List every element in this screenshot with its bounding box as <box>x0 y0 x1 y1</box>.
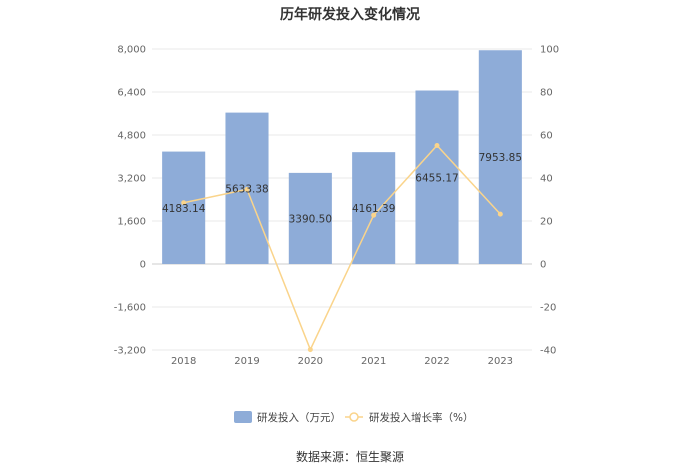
growth-rate-point-2018 <box>181 200 187 206</box>
legend-bar-swatch <box>234 411 252 423</box>
bar-value-label: 4161.39 <box>352 203 395 215</box>
right-tick-label: 20 <box>540 217 553 228</box>
legend-bar-label: 研发投入（万元） <box>257 411 341 424</box>
data-source: 数据来源：恒生聚源 <box>295 450 404 464</box>
chart-title: 历年研发投入变化情况 <box>280 7 420 23</box>
bar-2018 <box>162 151 206 264</box>
x-tick-label: 2019 <box>234 356 259 367</box>
bar-2022 <box>415 90 459 264</box>
growth-rate-line <box>183 144 501 352</box>
growth-rate-point-2021 <box>371 212 377 218</box>
x-tick-label: 2021 <box>361 356 386 367</box>
growth-rate-point-2023 <box>497 211 503 217</box>
right-tick-label: 40 <box>540 174 553 185</box>
legend-line-marker <box>349 412 359 422</box>
bar-value-label: 5633.38 <box>225 183 268 195</box>
bar-value-label: 3390.50 <box>289 213 332 225</box>
x-tick-label: 2022 <box>424 356 449 367</box>
left-tick-label: 6,400 <box>117 88 146 99</box>
growth-rate-point-2019 <box>244 186 250 192</box>
legend-line-label: 研发投入增长率（%） <box>369 411 473 424</box>
bar-value-label: 6455.17 <box>415 172 458 184</box>
x-tick-label: 2020 <box>298 356 323 367</box>
bar-value-label: 7953.85 <box>479 152 522 164</box>
left-tick-label: 0 <box>140 260 146 271</box>
left-tick-label: 4,800 <box>117 131 146 142</box>
right-tick-label: 0 <box>540 260 546 271</box>
right-tick-label: 60 <box>540 131 553 142</box>
x-tick-label: 2018 <box>171 356 196 367</box>
left-tick-label: 8,000 <box>117 45 146 56</box>
bar-2020 <box>288 172 332 264</box>
bar-value-label: 4183.14 <box>162 203 206 215</box>
left-tick-label: -1,600 <box>114 303 146 314</box>
bar-2023 <box>478 50 522 264</box>
right-tick-label: -40 <box>540 346 556 357</box>
left-tick-label: 3,200 <box>117 174 146 185</box>
x-tick-label: 2023 <box>488 356 513 367</box>
right-tick-label: -20 <box>540 303 556 314</box>
left-tick-label: 1,600 <box>117 217 146 228</box>
growth-rate-point-2022 <box>434 143 440 149</box>
left-tick-label: -3,200 <box>114 346 146 357</box>
right-tick-label: 100 <box>540 45 559 56</box>
growth-rate-point-2020 <box>307 347 313 353</box>
right-tick-label: 80 <box>540 88 553 99</box>
